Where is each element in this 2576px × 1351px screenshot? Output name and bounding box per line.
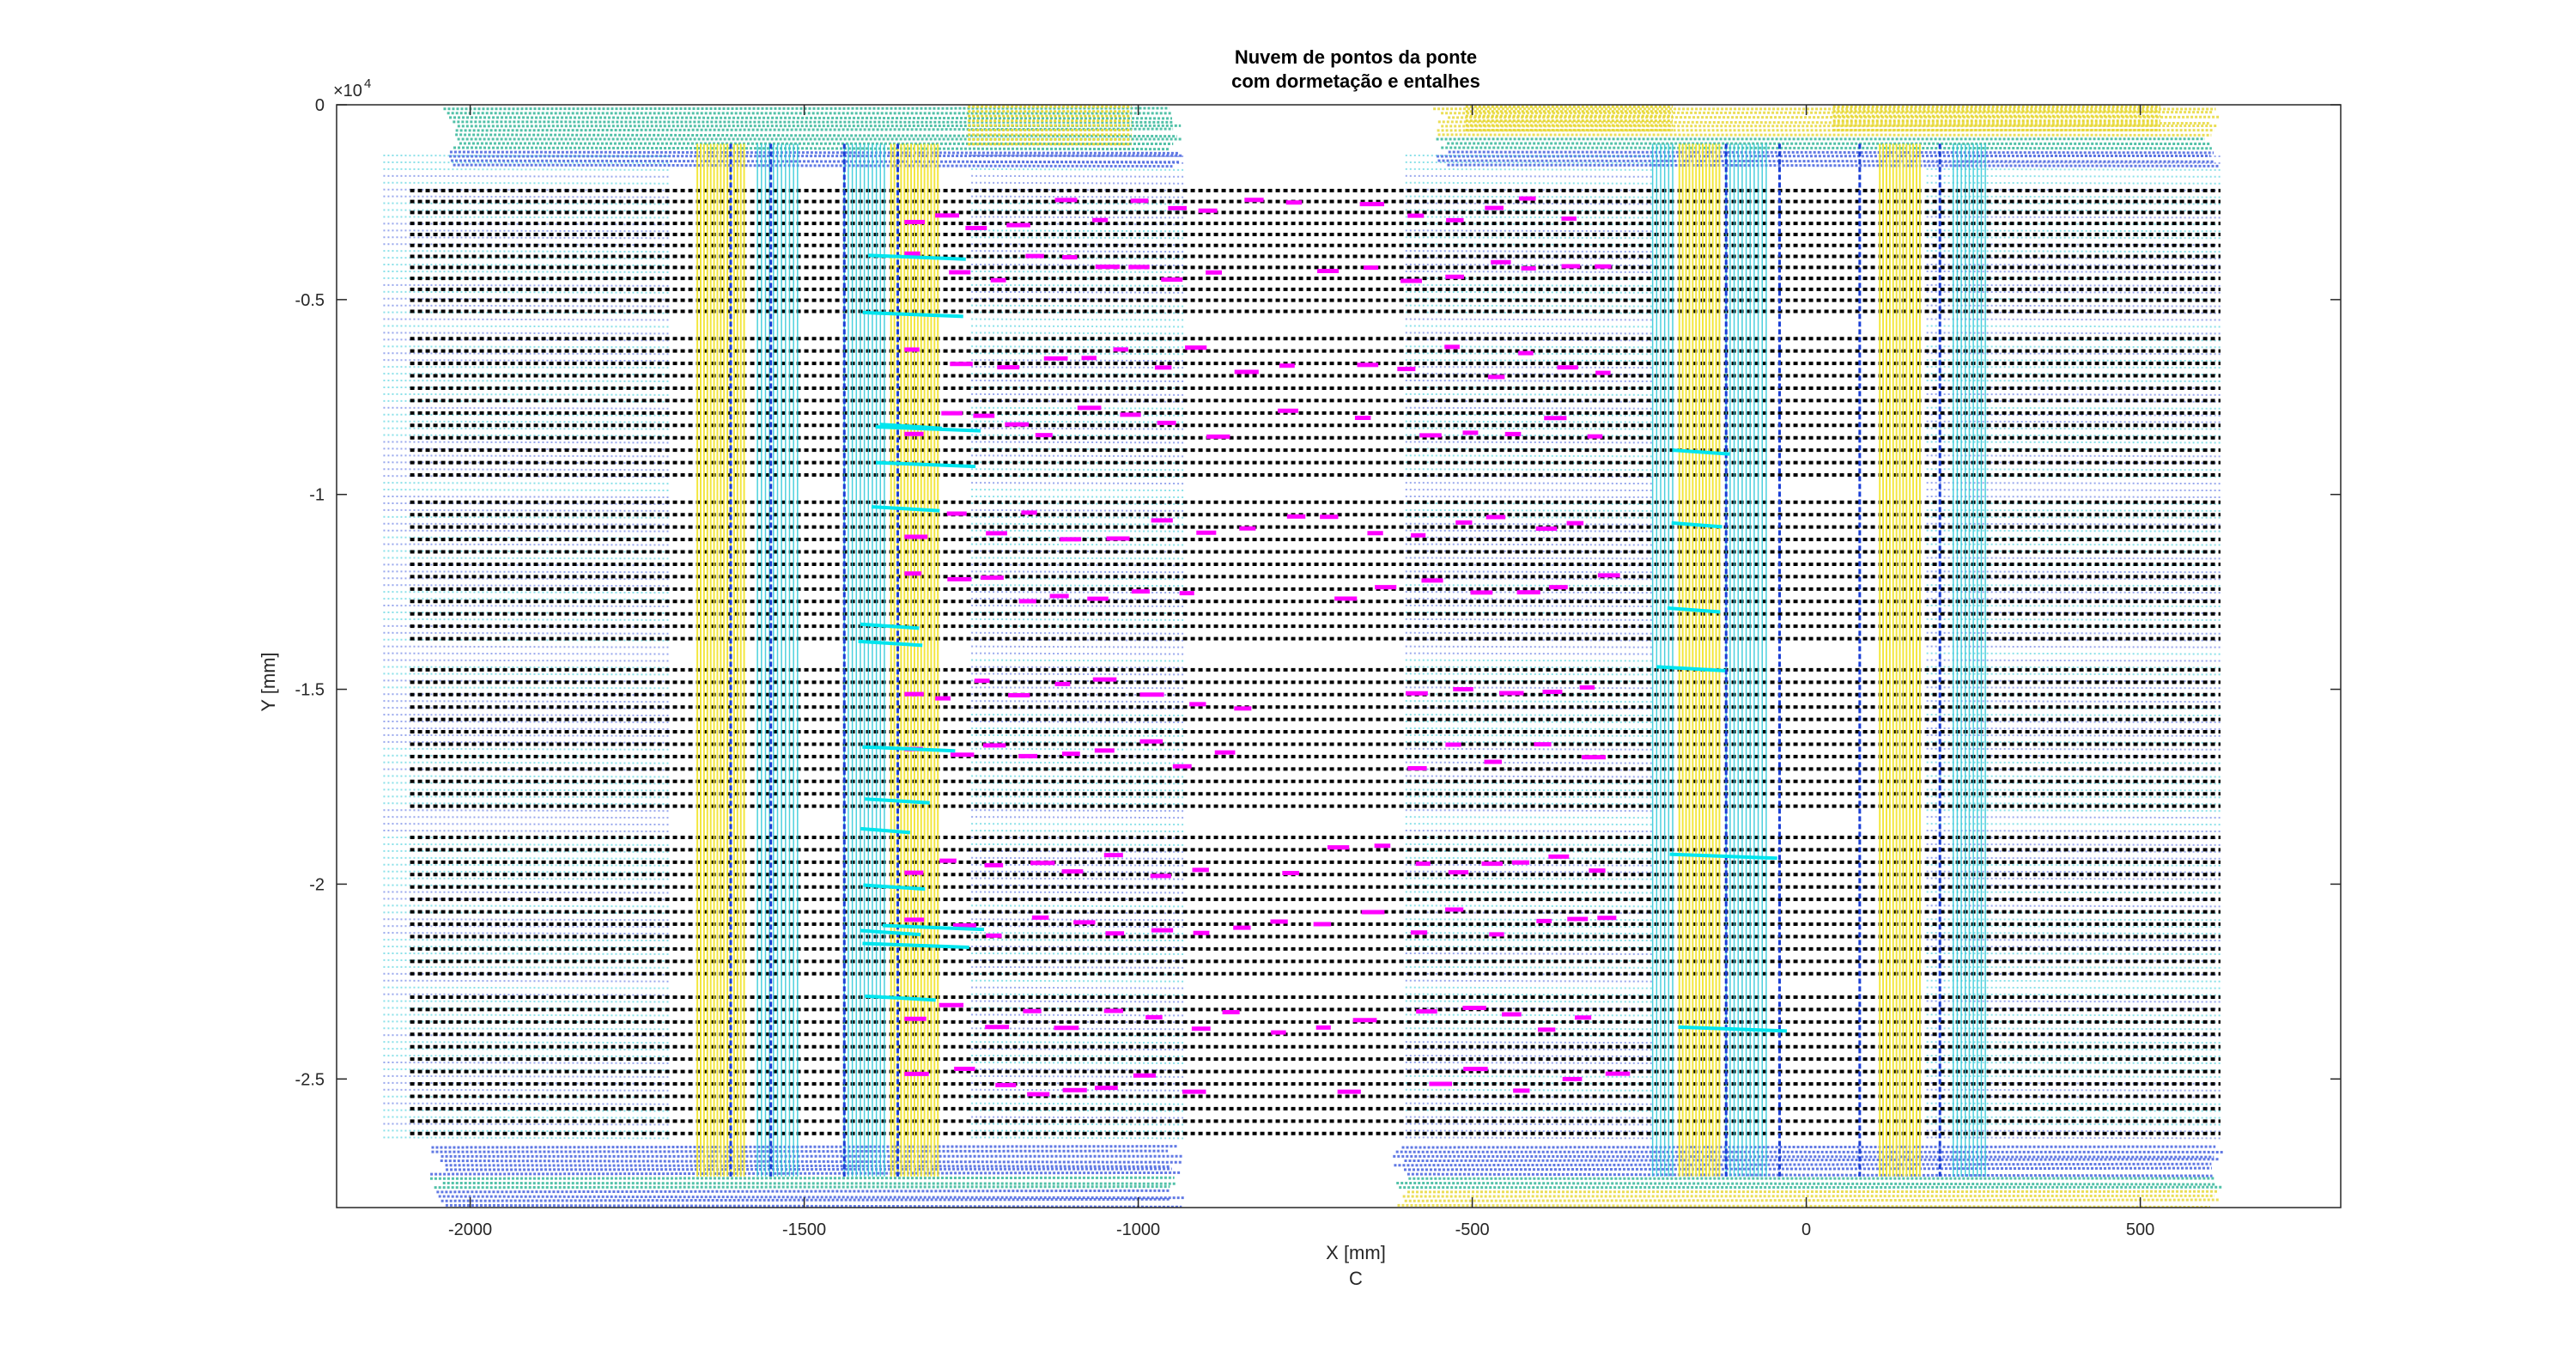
- y-exponent-base: ×10: [333, 82, 362, 100]
- y-axis-exponent: ×10 4: [333, 76, 371, 100]
- x-axis-label: X [mm]: [1326, 1242, 1386, 1263]
- cloud-bottom-left: [429, 1145, 1186, 1208]
- x-tick-label: -2000: [448, 1220, 492, 1239]
- point-cloud-layer: [383, 105, 2224, 1208]
- cyan-segments: [858, 253, 1788, 1033]
- y-tick-label: -2.5: [295, 1070, 325, 1089]
- x-tick-label: 500: [2126, 1220, 2154, 1239]
- axes-box: [336, 104, 2342, 1208]
- sleeper-group: [410, 995, 2221, 1135]
- y-tick-label: -0.5: [295, 291, 325, 310]
- chart-title-line-1: Nuvem de pontos da ponte: [1235, 46, 1477, 68]
- y-tick-label: -2: [309, 875, 325, 894]
- x-tick-label: -1500: [782, 1220, 826, 1239]
- notches: [904, 196, 1631, 1097]
- y-tick-label: -1.5: [295, 681, 325, 700]
- y-axis-label: Y [mm]: [258, 652, 279, 711]
- axis-ticks: -2000 -1500 -1000 -500 0 500 0 -0.5 -1 -1.5 -2 -2.5: [295, 96, 2341, 1239]
- y-tick-label: -1: [309, 486, 325, 505]
- cloud-top-yellow-left: [968, 105, 1132, 146]
- chart-title-line-2: com dormetação e entalhes: [1231, 70, 1480, 92]
- x-axis-sublabel: C: [1349, 1268, 1363, 1289]
- cloud-top-yellow-right: [1465, 105, 2160, 131]
- sleeper-group: [410, 667, 2221, 808]
- sleeper-group: [410, 188, 2221, 313]
- x-tick-label: -500: [1455, 1220, 1490, 1239]
- rails: [696, 143, 1986, 1177]
- cloud-top-left: [443, 106, 1183, 168]
- x-tick-label: 0: [1801, 1220, 1811, 1239]
- sleeper-group: [410, 337, 2221, 478]
- y-exponent-power: 4: [364, 76, 371, 91]
- y-tick-label: 0: [315, 96, 325, 115]
- x-tick-label: -1000: [1116, 1220, 1160, 1239]
- cloud-bottom-right: [1393, 1145, 2224, 1208]
- sleeper-group: [410, 500, 2221, 641]
- sleeper-group: [410, 835, 2221, 976]
